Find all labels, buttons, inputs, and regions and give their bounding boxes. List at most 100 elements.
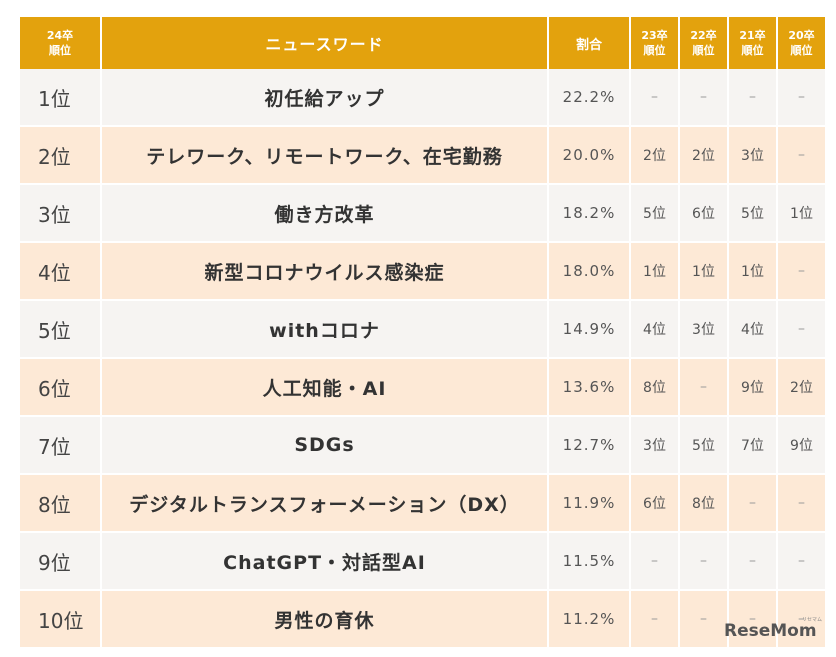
rank-cell: 7位 bbox=[20, 417, 100, 475]
rank23-cell: 5位 bbox=[631, 185, 678, 243]
header-rank21-line1: 21卒 bbox=[739, 29, 766, 42]
word-cell: withコロナ bbox=[102, 301, 547, 359]
word-cell: 働き方改革 bbox=[102, 185, 547, 243]
header-rank24-line2: 順位 bbox=[49, 44, 71, 57]
rank22-cell: – bbox=[680, 69, 727, 127]
rank23-cell: 6位 bbox=[631, 475, 678, 533]
rank20-cell: 1位 bbox=[778, 185, 825, 243]
ratio-cell: 22.2% bbox=[549, 69, 629, 127]
rank23-cell: 8位 bbox=[631, 359, 678, 417]
ratio-cell: 11.2% bbox=[549, 591, 629, 649]
rank20-cell: – bbox=[778, 475, 825, 533]
table-row: 5位 withコロナ 14.9% 4位 3位 4位 – bbox=[20, 301, 825, 359]
rank-cell: 5位 bbox=[20, 301, 100, 359]
rank22-cell: 1位 bbox=[680, 243, 727, 301]
header-rank23: 23卒 順位 bbox=[631, 17, 678, 69]
word-cell: SDGs bbox=[102, 417, 547, 475]
rank23-cell: 2位 bbox=[631, 127, 678, 185]
header-rank21-line2: 順位 bbox=[741, 44, 764, 57]
ratio-cell: 11.5% bbox=[549, 533, 629, 591]
rank22-cell: 6位 bbox=[680, 185, 727, 243]
rank-cell: 9位 bbox=[20, 533, 100, 591]
table-row: 1位 初任給アップ 22.2% – – – – bbox=[20, 69, 825, 127]
rank-cell: 2位 bbox=[20, 127, 100, 185]
rank21-cell: – bbox=[729, 475, 776, 533]
rank-cell: 4位 bbox=[20, 243, 100, 301]
table-row: 7位 SDGs 12.7% 3位 5位 7位 9位 bbox=[20, 417, 825, 475]
header-rank22-line1: 22卒 bbox=[690, 29, 717, 42]
header-rank24: 24卒 順位 bbox=[20, 17, 100, 69]
rank20-cell: – bbox=[778, 69, 825, 127]
table-row: 3位 働き方改革 18.2% 5位 6位 5位 1位 bbox=[20, 185, 825, 243]
rank20-cell: – bbox=[778, 243, 825, 301]
header-rank20: 20卒 順位 bbox=[778, 17, 825, 69]
rank20-cell: – bbox=[778, 127, 825, 185]
table-row: 2位 テレワーク、リモートワーク、在宅勤務 20.0% 2位 2位 3位 – bbox=[20, 127, 825, 185]
header-rank23-line2: 順位 bbox=[643, 44, 666, 57]
word-cell: 人工知能・AI bbox=[102, 359, 547, 417]
rank-cell: 6位 bbox=[20, 359, 100, 417]
rank-cell: 3位 bbox=[20, 185, 100, 243]
ratio-cell: 18.0% bbox=[549, 243, 629, 301]
header-rank21: 21卒 順位 bbox=[729, 17, 776, 69]
header-rank22-line2: 順位 bbox=[692, 44, 715, 57]
rank21-cell: – bbox=[729, 591, 776, 649]
header-rank23-line1: 23卒 bbox=[641, 29, 668, 42]
news-word-ranking-table: 24卒 順位 ニュースワード 割合 23卒 順位 22卒 順位 21卒 順位 2… bbox=[18, 17, 827, 649]
resemom-logo: ReseMom bbox=[724, 621, 817, 641]
rank-cell: 1位 bbox=[20, 69, 100, 127]
rank21-cell: 1位 bbox=[729, 243, 776, 301]
rank20-cell: – bbox=[778, 591, 825, 649]
word-cell: ChatGPT・対話型AI bbox=[102, 533, 547, 591]
resemom-logo-sub: リセマム bbox=[802, 617, 823, 623]
ratio-cell: 12.7% bbox=[549, 417, 629, 475]
header-word: ニュースワード bbox=[102, 17, 547, 69]
rank21-cell: 7位 bbox=[729, 417, 776, 475]
rank21-cell: 9位 bbox=[729, 359, 776, 417]
rank23-cell: 1位 bbox=[631, 243, 678, 301]
header-rank20-line2: 順位 bbox=[790, 44, 813, 57]
rank20-cell: 9位 bbox=[778, 417, 825, 475]
rank23-cell: 4位 bbox=[631, 301, 678, 359]
rank22-cell: 5位 bbox=[680, 417, 727, 475]
ratio-cell: 11.9% bbox=[549, 475, 629, 533]
rank-cell: 8位 bbox=[20, 475, 100, 533]
rank21-cell: 4位 bbox=[729, 301, 776, 359]
word-cell: デジタルトランスフォーメーション（DX） bbox=[102, 475, 547, 533]
table-row: 4位 新型コロナウイルス感染症 18.0% 1位 1位 1位 – bbox=[20, 243, 825, 301]
rank21-cell: 3位 bbox=[729, 127, 776, 185]
rank-cell: 10位 bbox=[20, 591, 100, 649]
rank20-cell: – bbox=[778, 533, 825, 591]
word-cell: 初任給アップ bbox=[102, 69, 547, 127]
rank22-cell: – bbox=[680, 359, 727, 417]
rank22-cell: 3位 bbox=[680, 301, 727, 359]
table-row: 9位 ChatGPT・対話型AI 11.5% – – – – bbox=[20, 533, 825, 591]
table-row: 8位 デジタルトランスフォーメーション（DX） 11.9% 6位 8位 – – bbox=[20, 475, 825, 533]
word-cell: テレワーク、リモートワーク、在宅勤務 bbox=[102, 127, 547, 185]
table-row: 10位 男性の育休 11.2% – – – – bbox=[20, 591, 825, 649]
rank20-cell: – bbox=[778, 301, 825, 359]
ratio-cell: 14.9% bbox=[549, 301, 629, 359]
rank20-cell: 2位 bbox=[778, 359, 825, 417]
ratio-cell: 13.6% bbox=[549, 359, 629, 417]
rank22-cell: 2位 bbox=[680, 127, 727, 185]
header-ratio: 割合 bbox=[549, 17, 629, 69]
rank22-cell: – bbox=[680, 591, 727, 649]
header-rank20-line1: 20卒 bbox=[788, 29, 815, 42]
rank22-cell: – bbox=[680, 533, 727, 591]
rank21-cell: – bbox=[729, 533, 776, 591]
header-row: 24卒 順位 ニュースワード 割合 23卒 順位 22卒 順位 21卒 順位 2… bbox=[20, 17, 825, 69]
rank21-cell: – bbox=[729, 69, 776, 127]
word-cell: 新型コロナウイルス感染症 bbox=[102, 243, 547, 301]
rank23-cell: – bbox=[631, 591, 678, 649]
rank23-cell: – bbox=[631, 533, 678, 591]
rank22-cell: 8位 bbox=[680, 475, 727, 533]
rank23-cell: 3位 bbox=[631, 417, 678, 475]
ratio-cell: 20.0% bbox=[549, 127, 629, 185]
table-row: 6位 人工知能・AI 13.6% 8位 – 9位 2位 bbox=[20, 359, 825, 417]
rank21-cell: 5位 bbox=[729, 185, 776, 243]
ratio-cell: 18.2% bbox=[549, 185, 629, 243]
rank23-cell: – bbox=[631, 69, 678, 127]
header-rank22: 22卒 順位 bbox=[680, 17, 727, 69]
word-cell: 男性の育休 bbox=[102, 591, 547, 649]
